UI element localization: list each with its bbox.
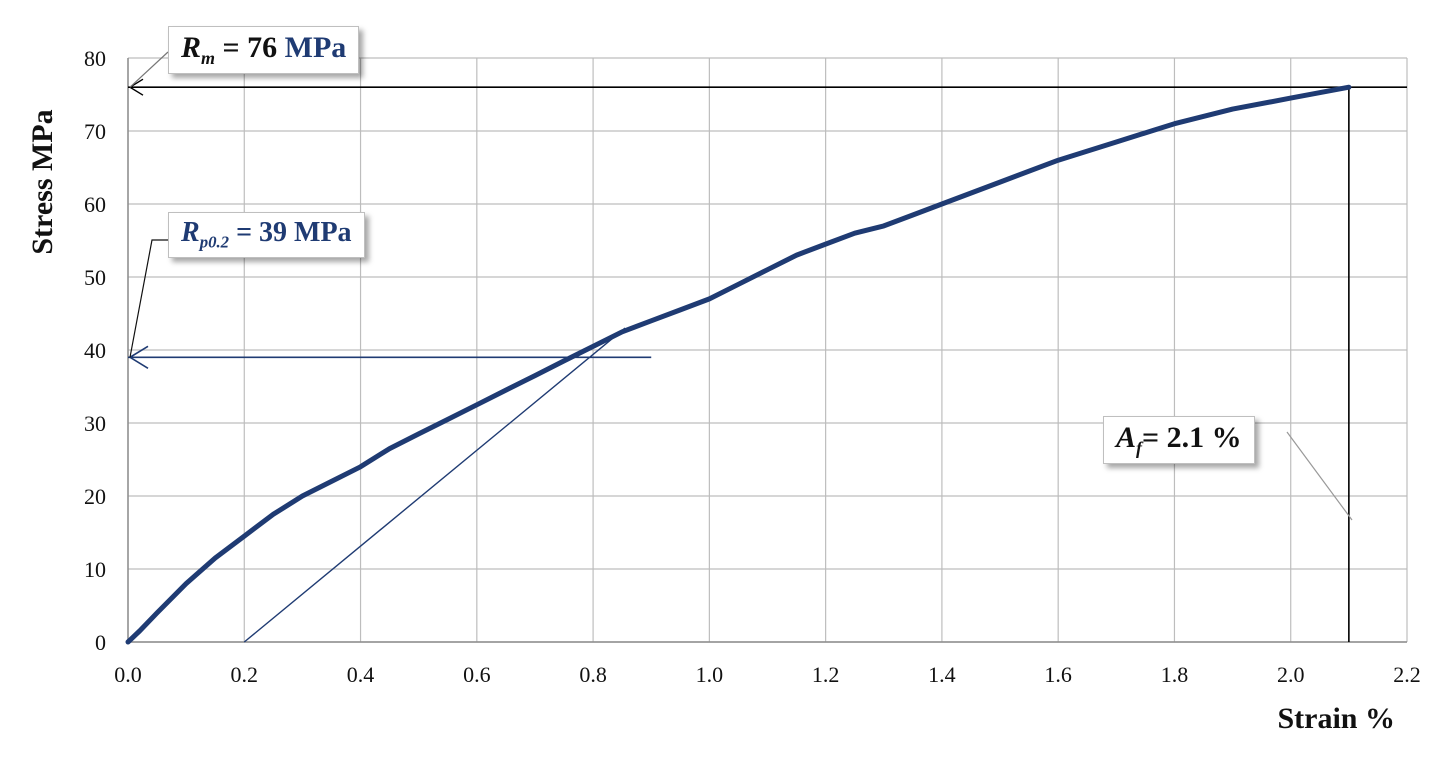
y-tick-label: 10 — [84, 557, 106, 582]
x-tick-label: 1.6 — [1044, 662, 1072, 687]
reference-lines — [128, 51, 1407, 643]
rm-leader-line — [129, 51, 169, 88]
rm-callout: Rm = 76 MPa — [168, 26, 360, 74]
rm-subscript: m — [201, 48, 216, 68]
x-tick-label: 2.0 — [1277, 662, 1305, 687]
x-axis-label: Strain % — [1277, 702, 1395, 735]
y-tick-label: 0 — [95, 630, 106, 655]
x-tick-label: 0.6 — [463, 662, 491, 687]
rm-unit: MPa — [284, 31, 347, 64]
x-tick-label: 0.2 — [231, 662, 259, 687]
tick-labels: 0.0 0.2 0.4 0.6 0.8 1.0 1.2 1.4 1.6 1.8 2.0 2.2 0 10 2… — [84, 46, 1421, 687]
y-tick-label: 80 — [84, 46, 106, 71]
grid — [127, 57, 1408, 643]
axes — [127, 58, 1407, 643]
offset-line — [243, 327, 626, 643]
rp-value: = 39 MPa — [229, 217, 352, 248]
x-tick-label: 0.4 — [347, 662, 375, 687]
x-tick-label: 2.2 — [1393, 662, 1421, 687]
y-tick-label: 20 — [84, 484, 106, 509]
x-tick-label: 1.8 — [1161, 662, 1189, 687]
rp-leader-line — [129, 239, 168, 358]
rp-callout: Rp0.2 = 39 MPa — [168, 212, 365, 258]
af-value: = 2.1 % — [1142, 421, 1242, 454]
x-tick-label: 0.8 — [579, 662, 607, 687]
x-tick-label: 1.0 — [696, 662, 724, 687]
x-tick-label: 1.4 — [928, 662, 956, 687]
x-tick-label: 0.0 — [114, 662, 142, 687]
stress-strain-curve — [125, 84, 1352, 645]
y-tick-label: 60 — [84, 192, 106, 217]
series-group — [125, 84, 1352, 645]
rp-symbol: R — [181, 217, 200, 248]
y-tick-label: 70 — [84, 119, 106, 144]
af-leader-line — [1286, 431, 1353, 521]
af-symbol: A — [1116, 421, 1137, 454]
y-tick-label: 50 — [84, 265, 106, 290]
y-tick-label: 30 — [84, 411, 106, 436]
y-axis-label: Stress MPa — [26, 109, 59, 254]
af-subscript: f — [1136, 438, 1143, 458]
af-callout: Af= 2.1 % — [1103, 416, 1255, 464]
x-tick-label: 1.2 — [812, 662, 840, 687]
rp-subscript: p0.2 — [199, 232, 230, 252]
rm-value: = 76 — [215, 31, 285, 64]
rm-symbol: R — [181, 31, 202, 64]
y-tick-label: 40 — [84, 338, 106, 363]
